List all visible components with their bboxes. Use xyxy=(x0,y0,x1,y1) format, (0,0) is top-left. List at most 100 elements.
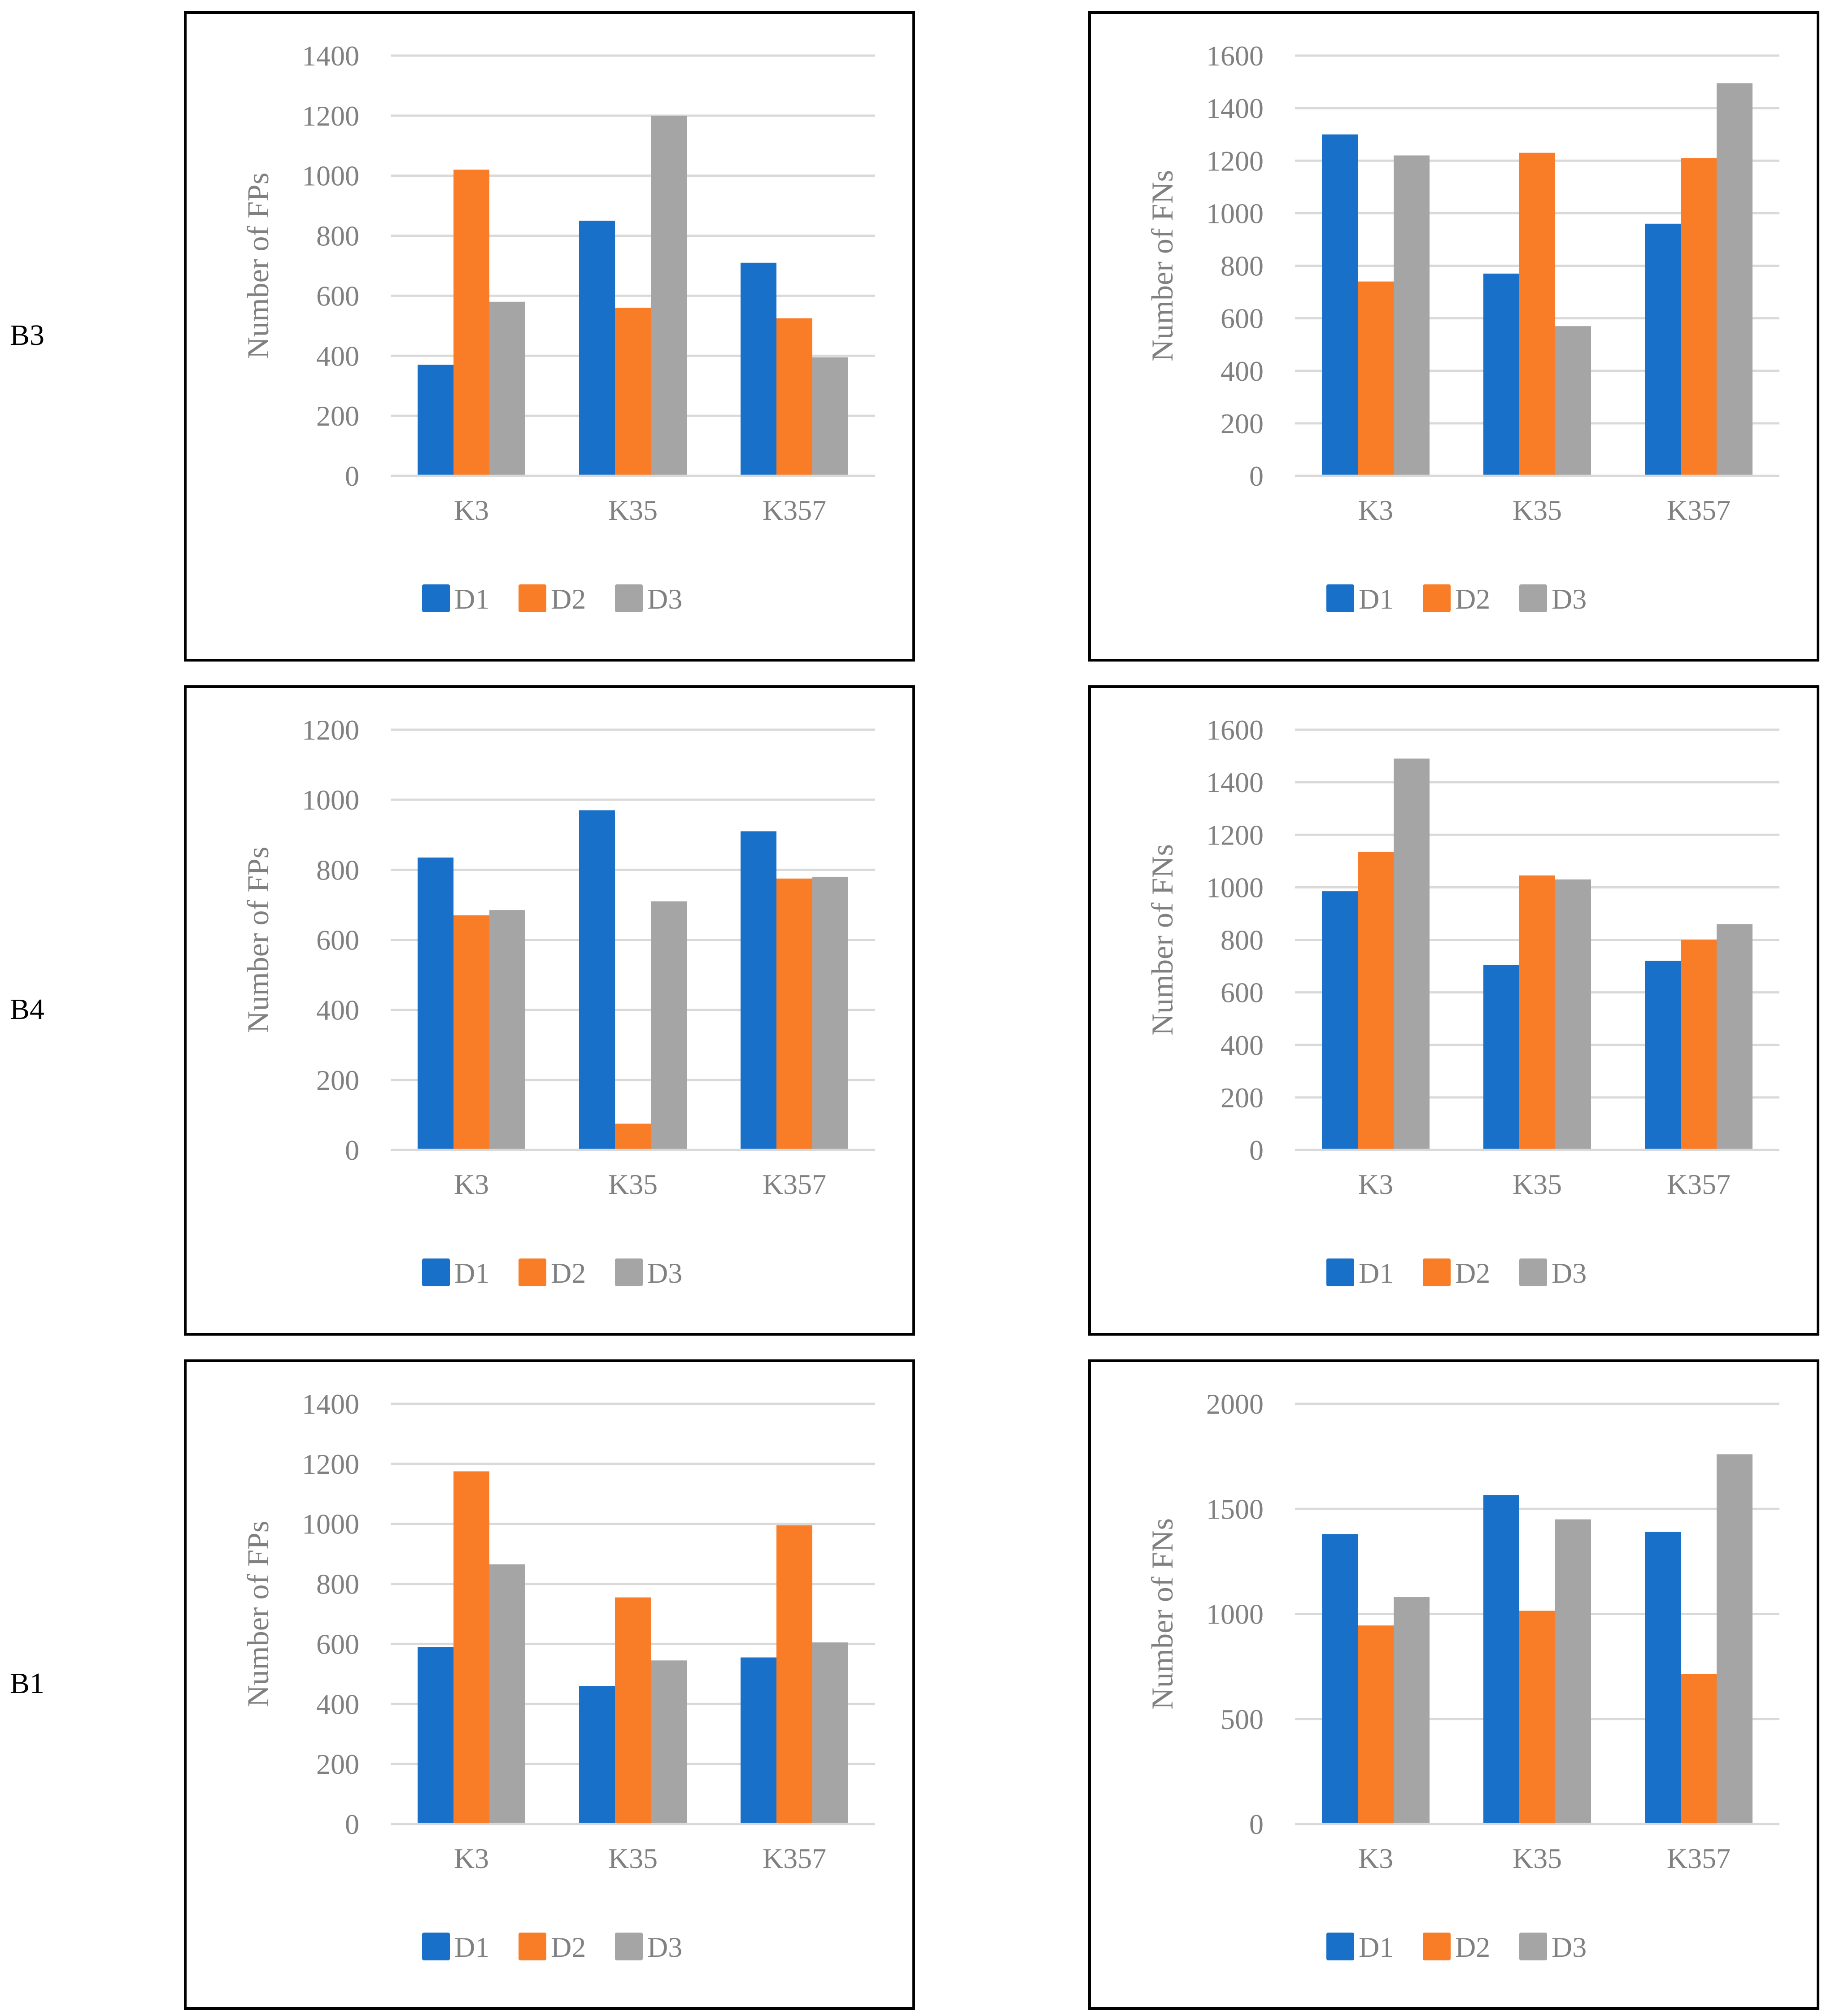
legend-swatch-d1 xyxy=(422,1933,450,1960)
bar-d3-k3 xyxy=(489,301,525,476)
bar-d1-k35 xyxy=(579,1686,615,1824)
bar-d3-k35 xyxy=(1555,326,1591,476)
y-tick-label: 1400 xyxy=(1206,766,1264,798)
y-axis-label: Number of FNs xyxy=(1145,844,1179,1036)
y-axis-label: Number of FNs xyxy=(1145,170,1179,361)
y-tick-label: 1000 xyxy=(302,1508,359,1540)
bar-d2-k3 xyxy=(453,170,489,476)
y-tick-label: 200 xyxy=(1221,408,1264,440)
legend-label-d2: D2 xyxy=(551,1257,586,1289)
y-tick-label: 800 xyxy=(1221,924,1264,956)
bar-d3-k3 xyxy=(1394,1597,1430,1824)
legend-swatch-d2 xyxy=(1423,1933,1451,1960)
bar-d3-k3 xyxy=(489,1564,525,1824)
x-category-label: K35 xyxy=(608,1842,658,1874)
y-tick-label: 0 xyxy=(345,460,359,492)
x-category-label: K357 xyxy=(763,1168,826,1200)
y-tick-label: 1000 xyxy=(302,784,359,816)
y-tick-label: 1000 xyxy=(1206,1598,1264,1630)
bar-chart-b4-fp: 0 200 400 600 800 1000 1200 Number of FPs K3 K35 K… xyxy=(241,714,875,1289)
y-tick-label: 600 xyxy=(1221,303,1264,335)
bar-d1-k35 xyxy=(579,221,615,476)
legend-swatch-d1 xyxy=(1326,1258,1354,1286)
bar-d3-k3 xyxy=(489,910,525,1150)
bar-d1-k3 xyxy=(1322,891,1358,1150)
bar-d3-k357 xyxy=(812,357,848,476)
bar-d3-k3 xyxy=(1394,758,1430,1150)
legend-swatch-d3 xyxy=(615,1258,643,1286)
legend-label-d1: D1 xyxy=(454,583,489,615)
y-tick-label: 200 xyxy=(316,1748,359,1780)
x-category-label: K357 xyxy=(1667,1842,1731,1874)
bar-d2-k35 xyxy=(615,1123,651,1150)
y-axis-label: Number of FNs xyxy=(1145,1518,1179,1710)
x-category-label: K3 xyxy=(454,494,489,526)
legend-swatch-d3 xyxy=(1519,584,1547,612)
legend-label-d1: D1 xyxy=(1359,583,1394,615)
legend-swatch-d2 xyxy=(519,1258,546,1286)
bar-d1-k357 xyxy=(741,262,776,476)
legend-label-d1: D1 xyxy=(1359,1257,1394,1289)
legend-swatch-d3 xyxy=(615,1933,643,1960)
bar-chart-b4-fn: 0 200 400 600 800 1000 1200 1400 1600 Number of F… xyxy=(1145,714,1779,1289)
y-tick-label: 1600 xyxy=(1206,714,1264,746)
bar-d2-k3 xyxy=(1358,1625,1394,1824)
bar-d3-k35 xyxy=(651,115,687,476)
legend-label-d3: D3 xyxy=(647,1931,682,1963)
x-category-label: K357 xyxy=(1667,1168,1731,1200)
y-tick-label: 400 xyxy=(1221,355,1264,387)
y-tick-label: 600 xyxy=(1221,977,1264,1009)
bar-d2-k357 xyxy=(776,878,812,1150)
y-axis-label: Number of FPs xyxy=(241,173,275,359)
y-tick-label: 0 xyxy=(345,1808,359,1840)
bar-d3-k35 xyxy=(651,901,687,1150)
x-category-label: K35 xyxy=(608,1168,658,1200)
y-tick-label: 600 xyxy=(316,1628,359,1660)
y-tick-label: 0 xyxy=(1249,1808,1264,1840)
legend-swatch-d2 xyxy=(519,584,546,612)
y-tick-label: 800 xyxy=(1221,250,1264,282)
y-tick-label: 200 xyxy=(316,400,359,432)
x-category-label: K3 xyxy=(1358,494,1393,526)
chart-panel-b4-fp: 0 200 400 600 800 1000 1200 Number of FPs K3 K35 K… xyxy=(184,685,915,1336)
bar-d3-k357 xyxy=(812,876,848,1150)
y-tick-label: 600 xyxy=(316,280,359,312)
x-category-label: K357 xyxy=(1667,494,1731,526)
legend-swatch-d2 xyxy=(1423,584,1451,612)
y-tick-label: 1200 xyxy=(1206,145,1264,177)
y-tick-label: 500 xyxy=(1221,1703,1264,1735)
bar-d2-k357 xyxy=(1681,158,1717,476)
y-tick-label: 1200 xyxy=(302,100,359,132)
legend-label-d3: D3 xyxy=(647,583,682,615)
bar-d1-k35 xyxy=(1483,1495,1519,1824)
bar-chart-b3-fn: 0 200 400 600 800 1000 1200 1400 1600 Number of F… xyxy=(1145,40,1779,615)
legend-label-d2: D2 xyxy=(1455,1257,1490,1289)
bar-d2-k3 xyxy=(1358,281,1394,476)
bar-d2-k35 xyxy=(615,1597,651,1824)
bar-d1-k35 xyxy=(579,810,615,1150)
y-tick-label: 200 xyxy=(1221,1082,1264,1114)
y-tick-label: 1200 xyxy=(1206,819,1264,851)
bar-d2-k35 xyxy=(1519,875,1555,1150)
legend-label-d3: D3 xyxy=(647,1257,682,1289)
legend-swatch-d2 xyxy=(519,1933,546,1960)
x-category-label: K3 xyxy=(454,1168,489,1200)
y-tick-label: 400 xyxy=(316,994,359,1026)
chart-panel-b3-fn: 0 200 400 600 800 1000 1200 1400 1600 Number of F… xyxy=(1088,11,1819,662)
bar-chart-b1-fp: 0 200 400 600 800 1000 1200 1400 Number of FPs K3… xyxy=(241,1388,875,1963)
bar-d2-k35 xyxy=(1519,152,1555,476)
bar-d3-k35 xyxy=(1555,879,1591,1150)
bar-d2-k3 xyxy=(453,915,489,1150)
legend-label-d1: D1 xyxy=(454,1931,489,1963)
y-tick-label: 600 xyxy=(316,924,359,956)
y-tick-label: 1400 xyxy=(302,40,359,72)
bar-d1-k3 xyxy=(418,858,453,1150)
legend-swatch-d3 xyxy=(615,584,643,612)
chart-panel-b1-fp: 0 200 400 600 800 1000 1200 1400 Number of FPs K3… xyxy=(184,1359,915,2010)
y-tick-label: 1200 xyxy=(302,714,359,746)
legend-swatch-d2 xyxy=(1423,1258,1451,1286)
legend-swatch-d1 xyxy=(1326,584,1354,612)
x-category-label: K357 xyxy=(763,494,826,526)
bar-d3-k357 xyxy=(1717,924,1753,1150)
y-tick-label: 0 xyxy=(345,1134,359,1166)
